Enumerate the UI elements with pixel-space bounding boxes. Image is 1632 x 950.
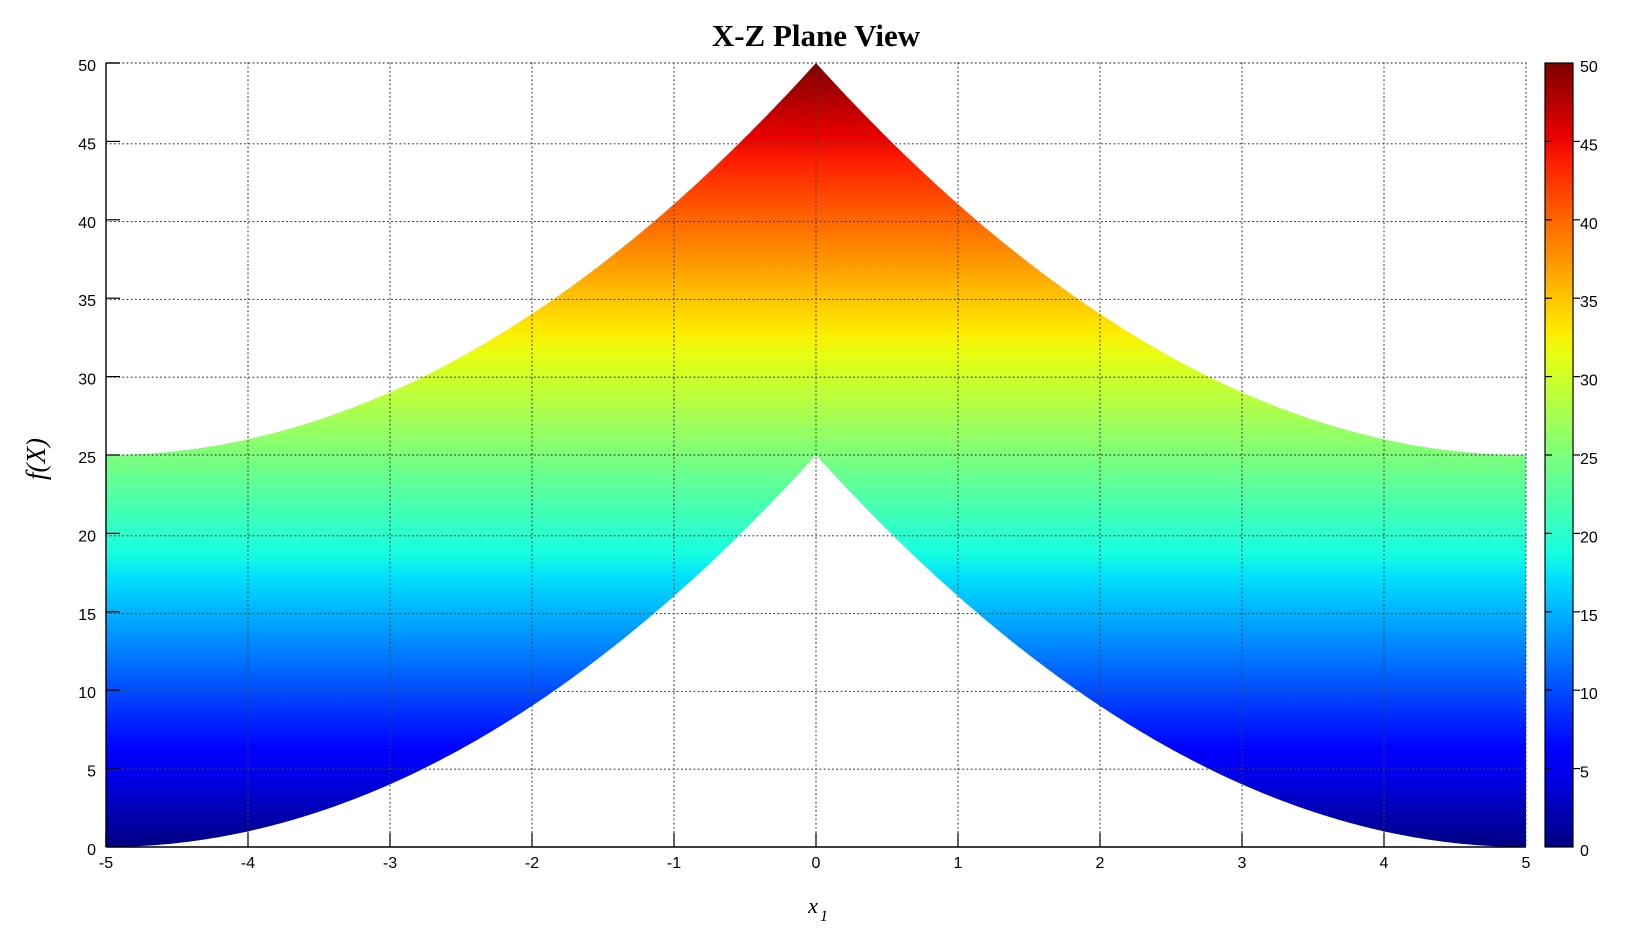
svg-text:50: 50	[78, 58, 96, 75]
svg-text:10: 10	[1580, 686, 1598, 703]
svg-text:40: 40	[1580, 216, 1598, 233]
svg-text:35: 35	[1580, 294, 1598, 311]
svg-text:3: 3	[1238, 855, 1247, 872]
svg-text:2: 2	[1096, 855, 1105, 872]
svg-text:20: 20	[78, 528, 96, 545]
svg-text:35: 35	[78, 293, 96, 310]
svg-text:f(X): f(X)	[21, 438, 51, 480]
svg-text:5: 5	[1580, 765, 1589, 782]
svg-text:10: 10	[78, 685, 96, 702]
svg-text:45: 45	[1580, 137, 1598, 154]
svg-text:0: 0	[812, 855, 821, 872]
svg-text:-1: -1	[667, 855, 681, 872]
svg-text:x: x	[807, 893, 818, 918]
svg-text:20: 20	[1580, 529, 1598, 546]
svg-text:0: 0	[1580, 843, 1589, 860]
svg-text:-3: -3	[383, 855, 397, 872]
svg-text:4: 4	[1380, 855, 1389, 872]
svg-text:25: 25	[78, 450, 96, 467]
svg-text:30: 30	[78, 372, 96, 389]
svg-text:5: 5	[1522, 855, 1531, 872]
svg-text:-5: -5	[99, 855, 113, 872]
svg-text:15: 15	[1580, 608, 1598, 625]
svg-text:50: 50	[1580, 59, 1598, 76]
svg-text:1: 1	[820, 908, 828, 925]
svg-text:-4: -4	[241, 855, 255, 872]
svg-text:5: 5	[87, 764, 96, 781]
svg-text:-2: -2	[525, 855, 539, 872]
svg-text:30: 30	[1580, 373, 1598, 390]
svg-text:40: 40	[78, 215, 96, 232]
svg-text:X-Z Plane View: X-Z Plane View	[712, 18, 921, 53]
svg-text:1: 1	[954, 855, 963, 872]
svg-text:25: 25	[1580, 451, 1598, 468]
svg-text:0: 0	[87, 842, 96, 859]
svg-text:15: 15	[78, 607, 96, 624]
svg-text:45: 45	[78, 136, 96, 153]
